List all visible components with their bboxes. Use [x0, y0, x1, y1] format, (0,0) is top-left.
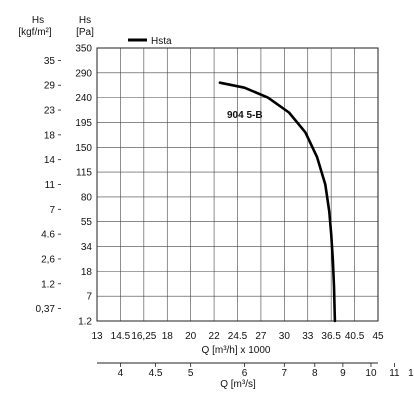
right-axis-tick-label: 195: [75, 118, 92, 129]
left-axis-tick-label: 1.2: [41, 279, 55, 290]
x-axis-2-tick-label: 9: [340, 368, 346, 379]
left-axis-tick-label: 18: [44, 130, 56, 141]
plot-frame: [96, 47, 379, 322]
right-axis-tick-label: 150: [75, 143, 92, 154]
x-axis-tick-label: 40.5: [345, 331, 365, 342]
right-axis-tick-label: 80: [81, 192, 93, 203]
right-axis-tick-label: 1.2: [78, 317, 92, 328]
right-axis-ticks: 350 290 240 195 150 115 80 55 34 18 7 1.2: [75, 44, 92, 328]
right-axis-tick-label: 34: [81, 242, 93, 253]
right-axis-label-line1: Hs: [79, 15, 91, 26]
x-axis-tick-label: 30: [279, 331, 291, 342]
left-axis-tick-label: 2,6: [41, 254, 55, 265]
left-axis-ticks: 35 29 23 18 14 11 7 4.6 2,6 1.2 0,37: [36, 56, 61, 315]
x-axis-tick-label: 45: [372, 331, 384, 342]
x-axis-tick-label: 24.5: [228, 331, 248, 342]
left-axis-tick-label: 7: [49, 205, 55, 216]
x-axis-tick-label: 33: [302, 331, 314, 342]
left-axis-label-line1: Hs: [32, 15, 44, 26]
x-axis-2-tick-label: 4.5: [149, 368, 163, 379]
left-axis-label-line2: [kgf/m²]: [18, 27, 52, 38]
x-axis-2-tick-label: 12,5: [408, 368, 414, 379]
right-axis-tick-label: 18: [81, 267, 93, 278]
left-axis-tick-label: 35: [44, 56, 56, 67]
right-axis-tick-label: 7: [86, 292, 92, 303]
legend-label: Hsta: [151, 36, 172, 47]
right-axis-tick-label: 350: [75, 44, 92, 55]
left-axis-tick-label: 14: [44, 155, 56, 166]
left-axis-tick-label: 4.6: [41, 230, 55, 241]
x-axis-ticks: 13 14.5 16,25 18 20 22 24.5 27 30 33 36.5 40.5 45: [91, 331, 384, 342]
right-axis-tick-label: 290: [75, 68, 92, 79]
left-axis-tick-label: 23: [44, 106, 56, 117]
left-axis-tick-label: 11: [45, 180, 56, 191]
x-axis-2-tick-label: 5: [188, 368, 194, 379]
right-axis-tick-label: 55: [81, 217, 93, 228]
x-axis-2-tick-label: 11: [389, 368, 400, 379]
x-axis-tick-label: 36.5: [321, 331, 341, 342]
left-axis-tick-label: 29: [44, 81, 56, 92]
x-axis-tick-label: 16,25: [131, 331, 156, 342]
left-axis-tick-label: 0,37: [36, 304, 56, 315]
x-axis-tick-label: 18: [162, 331, 174, 342]
right-axis-label-line2: [Pa]: [76, 27, 94, 38]
right-axis-tick-label: 240: [75, 93, 92, 104]
x-axis-2-tick-label: 7: [282, 368, 288, 379]
grid: [97, 48, 378, 321]
x-axis-2-label: Q [m³/s]: [220, 379, 256, 390]
x-axis-2-tick-label: 4: [118, 368, 124, 379]
x-axis-tick-label: 27: [255, 331, 267, 342]
x-axis-tick-label: 22: [209, 331, 221, 342]
curve-annotation: 904 5-B: [227, 110, 263, 121]
x-axis-2-ticks: 4 4.5 5 6 7 8 9 10 11 12,5: [118, 363, 414, 379]
x-axis-tick-label: 20: [185, 331, 197, 342]
x-axis-2-tick-label: 10: [365, 368, 377, 379]
right-axis-tick-label: 115: [76, 168, 92, 179]
series-line-hsta: [218, 81, 337, 323]
x-axis-label: Q [m³/h] x 1000: [202, 345, 271, 356]
x-axis-tick-label: 13: [91, 331, 103, 342]
x-axis-2-tick-label: 6: [242, 368, 248, 379]
x-axis-tick-label: 14.5: [111, 331, 131, 342]
x-axis-2-tick-label: 8: [312, 368, 318, 379]
